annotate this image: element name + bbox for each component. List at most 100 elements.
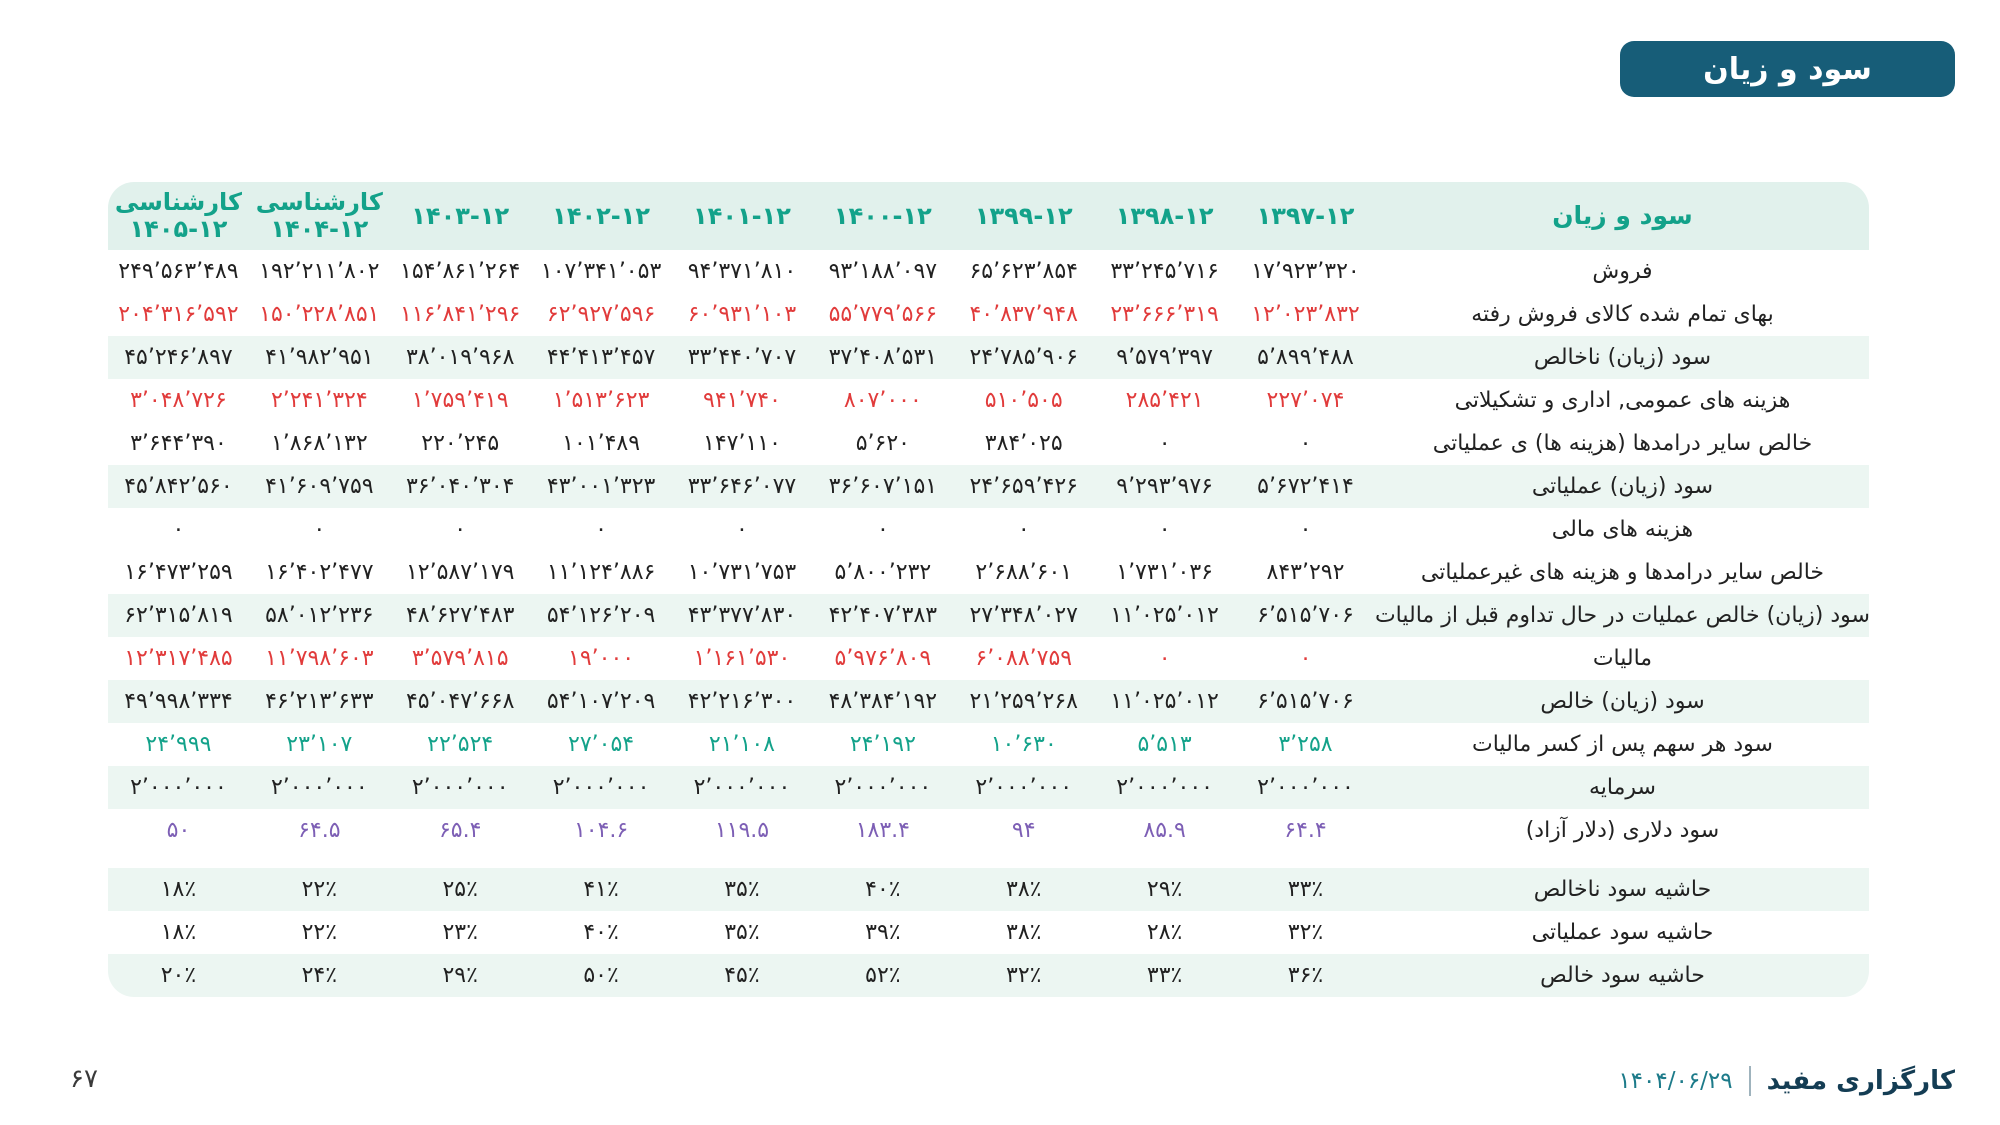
value-cell: ۶۰’۹۳۱’۱۰۳ <box>687 302 797 327</box>
row-label: سود (زیان) خالص عملیات در حال تداوم قبل … <box>1374 603 1869 628</box>
value-cell: ۰ <box>1299 517 1312 542</box>
value-cell: ۴۱٪ <box>583 877 619 902</box>
value-cell: ۳’۲۵۸ <box>1278 732 1333 757</box>
value-cell: ۲’۰۰۰’۰۰۰ <box>270 775 368 800</box>
value-cell: ۳۸٪ <box>1006 877 1042 902</box>
column-header: کارشناسی ۱۴۰۴-۱۲ <box>249 182 390 250</box>
table-row: حاشیه سود عملیاتی ۳۲٪ ۲۸٪ ۳۸٪ ۳۹٪ ۳۵٪ ۴۰٪ ۲۳٪ ۲۲… <box>108 911 1869 954</box>
value-cell: ۶’۵۱۵’۷۰۶ <box>1257 603 1354 628</box>
value-cell: ۹’۲۹۳’۹۷۶ <box>1116 474 1213 499</box>
value-cell: ۸۴۳’۲۹۲ <box>1266 560 1345 585</box>
value-cell: ۴۲’۲۱۶’۳۰۰ <box>687 689 797 714</box>
value-cell: ۲۹٪ <box>442 963 478 988</box>
value-cell: ۵۴’۱۲۶’۲۰۹ <box>546 603 656 628</box>
value-cell: ۶۴.۴ <box>1284 818 1327 843</box>
row-label: فروش <box>1592 259 1653 284</box>
value-cell: ۵’۸۹۹’۴۸۸ <box>1257 345 1354 370</box>
column-header: ۱۳۹۸-۱۲ <box>1094 182 1235 250</box>
footer-brand: کارگزاری مفید <box>1766 1066 1955 1096</box>
value-cell: ۴۴’۴۱۳’۴۵۷ <box>546 345 656 370</box>
value-cell: ۱۰۱’۴۸۹ <box>562 431 641 456</box>
value-cell: ۱’۸۶۸’۱۳۲ <box>270 431 368 456</box>
value-cell: ۲۷’۳۴۸’۰۲۷ <box>969 603 1078 628</box>
value-cell: ۶۵.۴ <box>438 818 482 843</box>
value-cell: ۱۵۰’۲۲۸’۸۵۱ <box>259 302 380 327</box>
value-cell: ۴۹’۹۹۸’۳۳۴ <box>124 689 233 714</box>
row-label: حاشیه سود عملیاتی <box>1531 920 1714 945</box>
value-cell: ۴۰’۸۳۷’۹۴۸ <box>969 302 1078 327</box>
value-cell: ۲۰۴’۳۱۶’۵۹۲ <box>118 302 239 327</box>
row-label: سرمایه <box>1588 775 1656 800</box>
table-row: خالص سایر درامدها (هزینه ها) ی عملیاتی ۰ ۰… <box>108 422 1869 465</box>
value-cell: ۳۵٪ <box>724 877 760 902</box>
value-cell: ۰ <box>1158 646 1171 671</box>
table-row: حاشیه سود ناخالص ۳۳٪ ۲۹٪ ۳۸٪ ۴۰٪ ۳۵٪ ۴۱٪ ۲۵٪ ۲۲٪… <box>108 868 1869 911</box>
value-cell: ۸۰۷’۰۰۰ <box>843 388 922 413</box>
value-cell: ۱’۱۶۱’۵۳۰ <box>693 646 791 671</box>
value-cell: ۵۰ <box>166 818 191 843</box>
column-header-year: ۱۴۰۱-۱۲ <box>693 201 791 230</box>
table-row: بهای تمام شده کالای فروش رفته ۱۲’۰۲۳’۸۳۲ ۲… <box>108 293 1869 336</box>
column-header: کارشناسی ۱۴۰۵-۱۲ <box>108 182 249 250</box>
column-header: ۱۳۹۹-۱۲ <box>953 182 1094 250</box>
value-cell: ۰ <box>1299 646 1312 671</box>
value-cell: ۵’۶۷۲’۴۱۴ <box>1257 474 1354 499</box>
table-header-row: سود و زیان ۱۳۹۷-۱۲ ۱۳۹۸-۱۲ ۱۳۹۹-۱۲ ۱۴۰۰-۱۲ ۱… <box>108 182 1869 250</box>
value-cell: ۵’۶۲۰ <box>855 431 910 456</box>
row-label: هزینه های عمومی, اداری و تشکیلاتی <box>1454 388 1791 413</box>
table-row: سود هر سهم پس از کسر مالیات ۳’۲۵۸ ۵’۵۱۳ ۱۰’… <box>108 723 1869 766</box>
value-cell: ۰ <box>736 517 748 542</box>
page-title: سود و زیان <box>1703 51 1872 87</box>
column-header: ۱۴۰۰-۱۲ <box>812 182 953 250</box>
row-label: مالیات <box>1592 646 1653 671</box>
value-cell: ۴۵٪ <box>724 963 760 988</box>
value-cell: ۵’۸۰۰’۲۳۲ <box>834 560 932 585</box>
value-cell: ۳۸٪ <box>1006 920 1042 945</box>
value-cell: ۱۱۶’۸۴۱’۲۹۶ <box>400 302 521 327</box>
value-cell: ۱۱’۰۲۵’۰۱۲ <box>1110 603 1219 628</box>
value-cell: ۲۱’۲۵۹’۲۶۸ <box>969 689 1078 714</box>
value-cell: ۲۹٪ <box>1146 877 1183 902</box>
column-header-year: ۱۴۰۰-۱۲ <box>833 201 932 230</box>
value-cell: ۳۸۴’۰۲۵ <box>984 431 1063 456</box>
value-cell: ۰ <box>1017 517 1030 542</box>
value-cell: ۳۶٪ <box>1287 963 1324 988</box>
value-cell: ۱۲’۳۱۷’۴۸۵ <box>124 646 233 671</box>
table-row: سود (زیان) عملیاتی ۵’۶۷۲’۴۱۴ ۹’۲۹۳’۹۷۶ ۲۴’۶… <box>108 465 1869 508</box>
value-cell: ۳۶’۶۰۷’۱۵۱ <box>828 474 938 499</box>
value-cell: ۳۳’۴۴۰’۷۰۷ <box>687 345 797 370</box>
profit-loss-table: سود و زیان ۱۳۹۷-۱۲ ۱۳۹۸-۱۲ ۱۳۹۹-۱۲ ۱۴۰۰-۱۲ ۱… <box>108 182 1869 997</box>
table-row: مالیات ۰ ۰ ۶’۰۸۸’۷۵۹ ۵’۹۷۶’۸۰۹ ۱’۱۶۱’۵۳۰ ۱۹’۰۰… <box>108 637 1869 680</box>
table-row: هزینه های مالی ۰ ۰ ۰ ۰ ۰ ۰ ۰ ۰ ۰ <box>108 508 1869 551</box>
row-label: سود دلاری (دلار آزاد) <box>1525 818 1720 843</box>
value-cell: ۲’۰۰۰’۰۰۰ <box>975 775 1073 800</box>
value-cell: ۹۴ <box>1011 818 1036 843</box>
column-header-year: ۱۴۰۳-۱۲ <box>411 201 510 230</box>
value-cell: ۱۵۴’۸۶۱’۲۶۴ <box>400 259 521 284</box>
value-cell: ۲۷’۰۵۴ <box>568 732 635 757</box>
value-cell: ۶۲’۳۱۵’۸۱۹ <box>124 603 233 628</box>
value-cell: ۲۲٪ <box>301 920 338 945</box>
value-cell: ۲۲٪ <box>301 877 338 902</box>
value-cell: ۹۴’۳۷۱’۸۱۰ <box>687 259 797 284</box>
value-cell: ۱۱’۰۲۵’۰۱۲ <box>1110 689 1219 714</box>
column-header-year: ۱۴۰۴-۱۲ <box>270 215 369 243</box>
row-label: هزینه های مالی <box>1551 517 1694 542</box>
value-cell: ۵’۹۷۶’۸۰۹ <box>834 646 932 671</box>
value-cell: ۲۴’۷۸۵’۹۰۶ <box>969 345 1078 370</box>
value-cell: ۳۸’۰۱۹’۹۶۸ <box>405 345 515 370</box>
column-header: ۱۳۹۷-۱۲ <box>1235 182 1376 250</box>
value-cell: ۲۳٪ <box>442 920 478 945</box>
value-cell: ۲’۰۰۰’۰۰۰ <box>1257 775 1354 800</box>
value-cell: ۵’۵۱۳ <box>1137 732 1192 757</box>
value-cell: ۶۵’۶۲۳’۸۵۴ <box>969 259 1078 284</box>
column-header-prefix: کارشناسی <box>255 188 383 217</box>
value-cell: ۰ <box>595 517 607 542</box>
row-label: حاشیه سود ناخالص <box>1533 877 1712 902</box>
value-cell: ۱۰’۷۳۱’۷۵۳ <box>687 560 797 585</box>
value-cell: ۱۰۷’۳۴۱’۰۵۳ <box>540 259 662 284</box>
value-cell: ۴۸’۶۲۷’۴۸۳ <box>405 603 515 628</box>
table-row: سود (زیان) خالص عملیات در حال تداوم قبل … <box>108 594 1869 637</box>
value-cell: ۳’۰۴۸’۷۲۶ <box>130 388 227 413</box>
table-row: خالص سایر درامدها و هزینه های غیرعملیاتی… <box>108 551 1869 594</box>
